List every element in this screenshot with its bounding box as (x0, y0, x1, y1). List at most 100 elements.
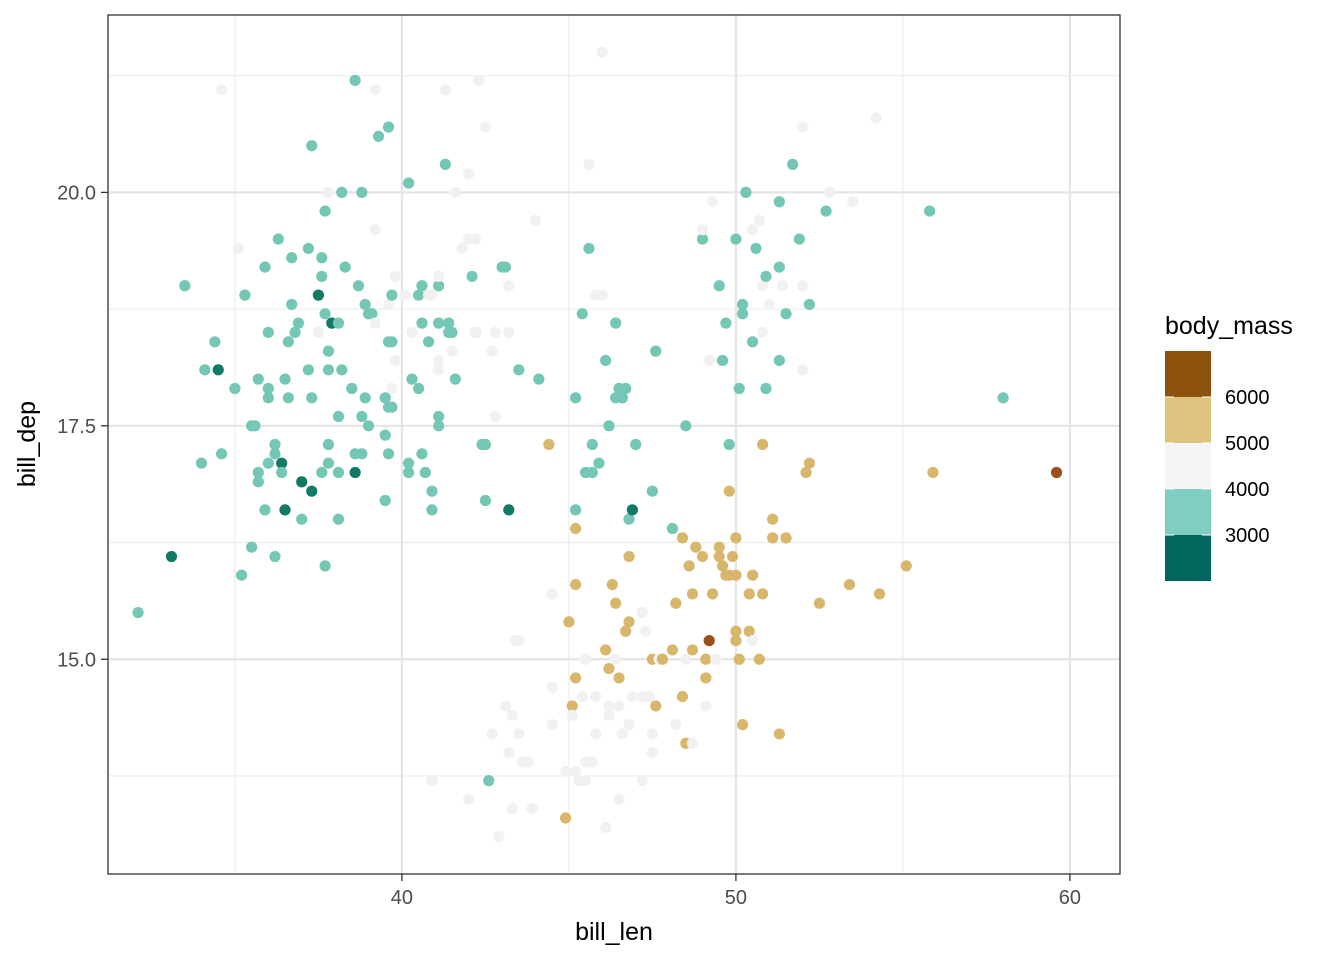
data-point (773, 354, 785, 367)
data-point (757, 438, 769, 451)
data-point (743, 625, 755, 637)
data-point (239, 289, 251, 301)
data-point (389, 354, 401, 367)
data-point (336, 364, 348, 376)
data-point (600, 821, 612, 833)
data-point (997, 392, 1009, 404)
data-point (382, 448, 395, 460)
data-point (235, 569, 248, 581)
data-point (723, 438, 735, 451)
data-point (499, 700, 512, 712)
legend-break-label: 6000 (1225, 387, 1270, 409)
data-point (546, 719, 558, 731)
legend-title: body_mass (1165, 312, 1293, 340)
data-point (513, 634, 525, 647)
data-point (232, 242, 244, 255)
data-point (559, 765, 572, 777)
data-point (446, 326, 458, 339)
data-point (676, 532, 689, 544)
data-point (753, 214, 765, 227)
data-point (803, 457, 815, 469)
data-point (296, 476, 308, 488)
legend-break-label: 3000 (1225, 525, 1270, 547)
data-point (616, 392, 628, 404)
data-point (416, 448, 428, 460)
data-point (319, 308, 331, 320)
data-point (269, 448, 281, 460)
data-point (696, 224, 709, 236)
data-point (686, 588, 699, 600)
data-point (252, 466, 264, 479)
data-point (590, 728, 602, 740)
data-point (740, 186, 752, 199)
data-point (349, 466, 361, 479)
data-point (603, 662, 615, 675)
data-point (600, 644, 612, 656)
legend-color-bin (1165, 489, 1211, 535)
data-point (195, 457, 208, 469)
data-point (773, 196, 785, 208)
data-point (569, 504, 582, 516)
legend-color-bin (1165, 397, 1211, 443)
data-point (262, 392, 274, 404)
data-point (406, 373, 418, 385)
data-point (322, 186, 335, 199)
data-point (603, 709, 615, 721)
data-point (683, 560, 695, 572)
y-tick-label: 20.0 (57, 182, 96, 204)
data-point (402, 177, 415, 189)
data-point (433, 317, 445, 329)
data-point (576, 308, 588, 320)
panel-border (107, 14, 1121, 875)
data-point (713, 541, 725, 553)
data-point (386, 289, 398, 301)
data-point (483, 775, 495, 787)
data-point (583, 158, 595, 170)
data-point (419, 466, 431, 479)
data-point (586, 466, 598, 479)
data-point (286, 298, 298, 311)
data-point (623, 616, 635, 628)
data-point (780, 308, 792, 320)
data-point (215, 84, 228, 96)
data-point (296, 513, 308, 525)
data-point (382, 121, 395, 133)
data-point (646, 747, 659, 759)
data-point (606, 578, 618, 591)
data-point (703, 634, 715, 647)
data-point (767, 532, 779, 544)
data-point (767, 513, 779, 525)
data-point (469, 326, 481, 339)
data-point (259, 504, 271, 516)
data-point (757, 326, 769, 339)
data-point (566, 700, 578, 712)
data-point (927, 466, 939, 479)
data-point (473, 74, 485, 86)
data-point (813, 597, 826, 609)
legend-color-bin (1165, 535, 1211, 581)
data-point (262, 326, 274, 339)
data-point (486, 345, 498, 357)
x-tick-label: 40 (391, 887, 413, 909)
data-point (449, 186, 461, 199)
data-point (486, 728, 498, 740)
axes: 40 50 60 15.0 17.5 20.0 (57, 182, 1081, 909)
data-point (199, 364, 211, 376)
data-point (630, 438, 642, 451)
data-point (800, 466, 812, 479)
data-point (747, 634, 759, 647)
data-point (506, 803, 518, 815)
x-tick-label: 60 (1059, 887, 1081, 909)
data-point (603, 420, 615, 432)
data-point (346, 382, 358, 395)
data-point (626, 504, 638, 516)
data-point (620, 382, 632, 395)
data-point (569, 765, 582, 777)
data-point (279, 373, 291, 385)
data-point (529, 214, 542, 227)
y-tick-label: 17.5 (57, 416, 96, 438)
data-point (503, 504, 515, 516)
data-point (713, 280, 725, 292)
